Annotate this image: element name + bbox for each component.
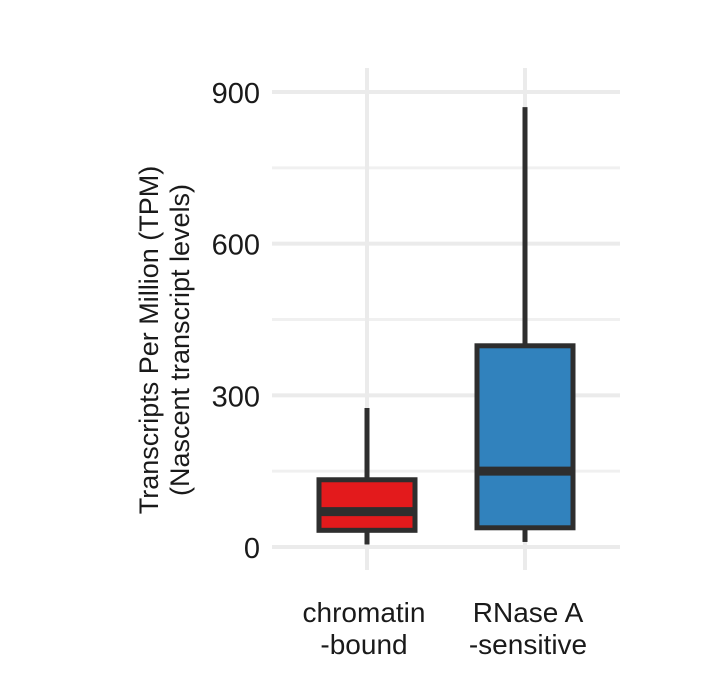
box-rnase-a-sensitive [474, 107, 576, 542]
category-label-line1: RNase A [473, 597, 584, 628]
category-label-line1: chromatin [303, 597, 426, 628]
y-tick-label: 0 [244, 533, 260, 565]
box-chromatin-bound [316, 407, 418, 545]
y-tick-label: 900 [212, 78, 260, 110]
x-category-labels: chromatin-bound RNase A-sensitive [303, 597, 588, 660]
y-tick-label: 600 [212, 230, 260, 262]
box-iqr [474, 343, 576, 531]
y-axis-subtitle: (Nascent transcript levels) [165, 184, 195, 496]
y-axis-title: Transcripts Per Million (TPM) [134, 166, 164, 515]
category-label-line2: -bound [320, 629, 407, 660]
y-tick-labels: 0 300 600 900 [212, 78, 260, 565]
category-label-line2: -sensitive [469, 629, 587, 660]
box-iqr [316, 477, 418, 533]
plot-boxes [316, 107, 576, 545]
y-tick-label: 300 [212, 381, 260, 413]
